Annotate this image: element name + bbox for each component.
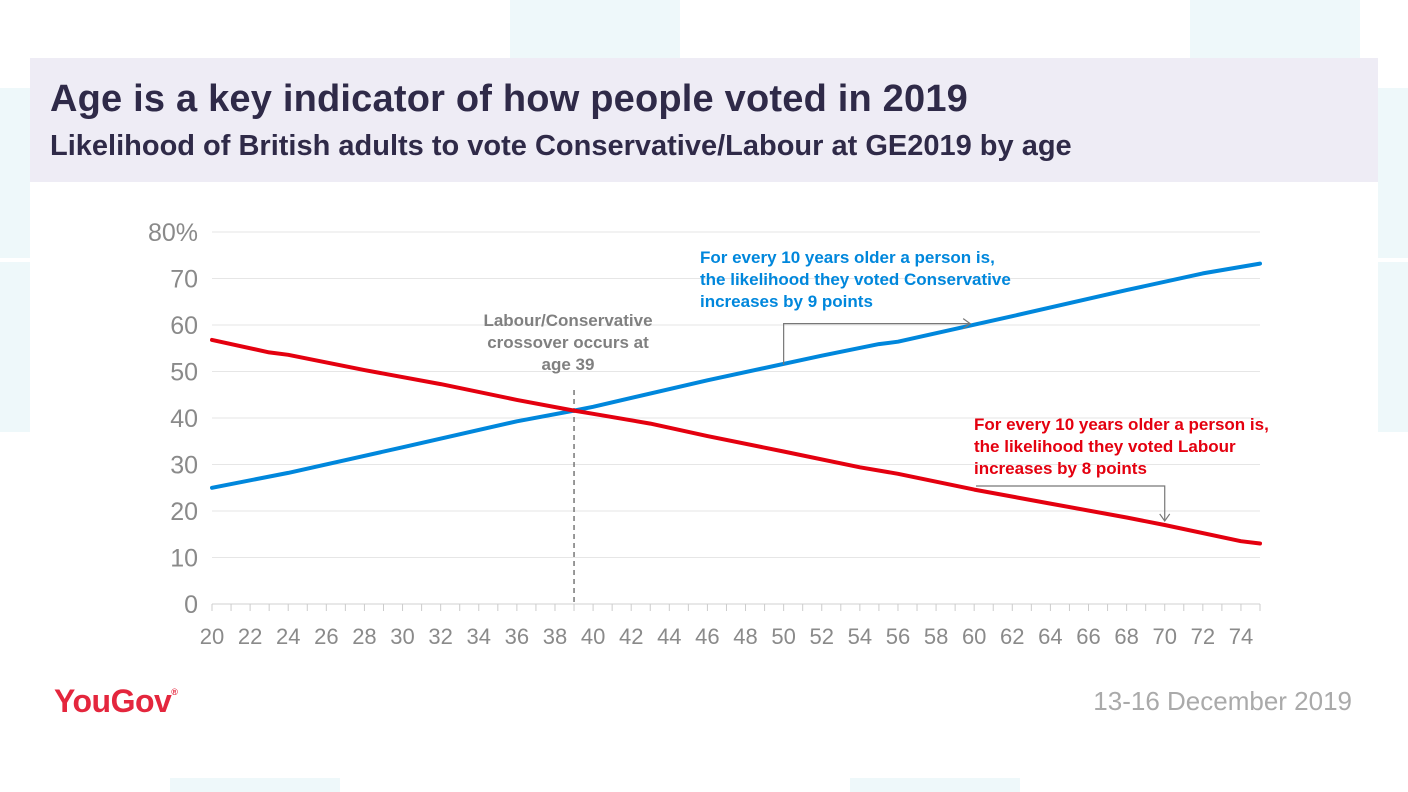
x-tick-label: 38 <box>543 624 567 649</box>
x-tick-label: 54 <box>848 624 872 649</box>
conservative-arrow-head <box>962 318 972 330</box>
x-tick-label: 56 <box>886 624 910 649</box>
x-tick-label: 34 <box>467 624 491 649</box>
x-tick-label: 58 <box>924 624 948 649</box>
yougov-logo: YouGov® <box>54 683 178 720</box>
x-tick-label: 48 <box>733 624 757 649</box>
x-tick-label: 32 <box>428 624 452 649</box>
x-tick-label: 36 <box>505 624 529 649</box>
background-tile <box>1190 0 1360 58</box>
x-tick-label: 22 <box>238 624 262 649</box>
x-tick-label: 72 <box>1191 624 1215 649</box>
page-title: Age is a key indicator of how people vot… <box>50 78 969 120</box>
series-line-conservative <box>210 261 1262 490</box>
x-tick-label: 28 <box>352 624 376 649</box>
x-tick-label: 66 <box>1076 624 1100 649</box>
x-tick-label: 44 <box>657 624 681 649</box>
y-tick-label: 0 <box>184 591 198 619</box>
background-tile <box>510 0 680 58</box>
conservative-annotation-text: For every 10 years older a person is, <box>700 248 995 267</box>
y-tick-label: 60 <box>170 312 198 340</box>
conservative-annotation-text: increases by 9 points <box>700 292 873 311</box>
x-tick-label: 74 <box>1229 624 1253 649</box>
labour-annotation-arrow <box>976 485 1166 521</box>
crossover-label: Labour/Conservative <box>483 311 652 330</box>
x-tick-label: 20 <box>200 624 224 649</box>
series-line-labour <box>210 337 1262 546</box>
x-tick-label: 30 <box>390 624 414 649</box>
x-tick-label: 26 <box>314 624 338 649</box>
y-tick-label: 30 <box>170 452 198 480</box>
labour-arrow-head <box>1159 513 1171 522</box>
crossover-label: age 39 <box>542 355 595 374</box>
y-tick-label: 20 <box>170 498 198 526</box>
x-tick-label: 24 <box>276 624 300 649</box>
x-tick-label: 68 <box>1114 624 1138 649</box>
y-tick-label: 70 <box>170 266 198 294</box>
y-tick-label: 10 <box>170 545 198 573</box>
y-tick-label: 40 <box>170 405 198 433</box>
header-band <box>30 58 1378 182</box>
x-tick-label: 40 <box>581 624 605 649</box>
background-tile <box>1378 88 1408 258</box>
x-tick-label: 46 <box>695 624 719 649</box>
crossover-label: crossover occurs at <box>487 333 649 352</box>
labour-annotation-text: the likelihood they voted Labour <box>974 437 1236 456</box>
labour-annotation-text: increases by 8 points <box>974 459 1147 478</box>
background-tile <box>1378 262 1408 432</box>
labour-annotation-text: For every 10 years older a person is, <box>974 415 1269 434</box>
x-tick-label: 52 <box>810 624 834 649</box>
background-tile <box>0 88 30 258</box>
logo-registered-mark: ® <box>171 687 178 697</box>
logo-text: YouGov <box>54 683 172 719</box>
x-tick-label: 42 <box>619 624 643 649</box>
x-tick-label: 70 <box>1152 624 1176 649</box>
conservative-annotation-text: the likelihood they voted Conservative <box>700 270 1011 289</box>
page-subtitle: Likelihood of British adults to vote Con… <box>50 130 1072 162</box>
x-tick-label: 64 <box>1038 624 1062 649</box>
conservative-annotation-arrow <box>783 323 971 365</box>
y-tick-label: 50 <box>170 359 198 387</box>
fieldwork-date: 13-16 December 2019 <box>1093 686 1352 716</box>
background-tile <box>0 262 30 432</box>
x-tick-label: 50 <box>771 624 795 649</box>
y-tick-label: 80% <box>148 219 198 247</box>
x-tick-label: 62 <box>1000 624 1024 649</box>
x-tick-label: 60 <box>962 624 986 649</box>
